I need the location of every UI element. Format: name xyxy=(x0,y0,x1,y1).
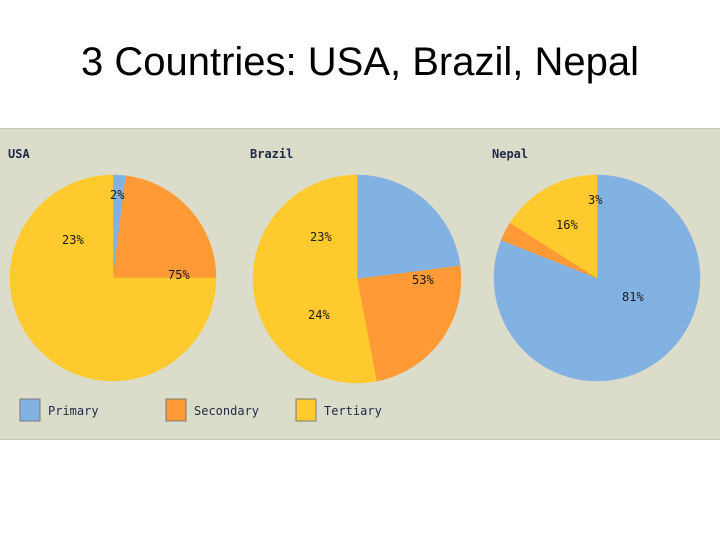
pie-charts: USA 2% 23% 75% Brazil 23% 24% 53% Nepal 81% 3% 16% P… xyxy=(8,147,701,422)
nepal-chart-title: Nepal xyxy=(492,147,528,161)
brazil-primary-data-label: 23% xyxy=(310,230,332,244)
usa-tertiary-slice xyxy=(9,174,217,382)
nepal-primary-data-label: 81% xyxy=(622,290,644,304)
brazil-secondary-slice xyxy=(356,265,462,382)
legend-swatch-secondary xyxy=(165,398,187,422)
slide-title: 3 Countries: USA, Brazil, Nepal xyxy=(80,40,639,84)
usa-secondary-slice xyxy=(112,175,217,279)
legend-swatch-primary xyxy=(19,398,41,422)
brazil-tertiary-slice xyxy=(252,174,377,384)
usa-tertiary-data-label: 75% xyxy=(168,268,190,282)
brazil-chart-title: Brazil xyxy=(250,147,293,161)
chart-panel: USA 2% 23% 75% Brazil 23% 24% 53% Nepal 81% 3% 16% P… xyxy=(0,128,720,440)
brazil-primary-slice xyxy=(356,174,461,280)
usa-chart-title: USA xyxy=(8,147,30,161)
usa-secondary-data-label: 23% xyxy=(62,233,84,247)
brazil-secondary-data-label: 24% xyxy=(308,308,330,322)
nepal-tertiary-slice xyxy=(509,174,598,279)
legend-label-primary: Primary xyxy=(48,404,99,418)
nepal-tertiary-data-label: 16% xyxy=(556,218,578,232)
usa-primary-data-label: 2% xyxy=(110,188,125,202)
nepal-secondary-data-label: 3% xyxy=(588,193,603,207)
legend-swatch-tertiary xyxy=(295,398,317,422)
brazil-tertiary-data-label: 53% xyxy=(412,273,434,287)
legend-label-tertiary: Tertiary xyxy=(324,404,382,418)
legend-label-secondary: Secondary xyxy=(194,404,259,418)
